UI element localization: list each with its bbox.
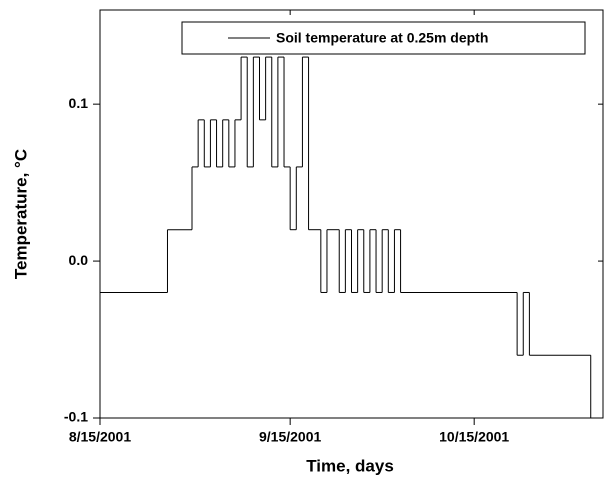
y-tick-label: 0.0 xyxy=(69,252,89,268)
legend-label: Soil temperature at 0.25m depth xyxy=(276,30,488,46)
y-tick-label: -0.1 xyxy=(64,409,88,425)
x-tick-label: 10/15/2001 xyxy=(439,429,509,445)
y-tick-label: 0.1 xyxy=(69,95,89,111)
y-axis-title: Temperature, °C xyxy=(11,149,30,279)
plot-frame xyxy=(99,9,604,419)
x-tick-label: 8/15/2001 xyxy=(69,429,131,445)
legend-box xyxy=(181,21,586,55)
x-tick-label: 9/15/2001 xyxy=(259,429,321,445)
x-axis-title: Time, days xyxy=(306,456,394,475)
